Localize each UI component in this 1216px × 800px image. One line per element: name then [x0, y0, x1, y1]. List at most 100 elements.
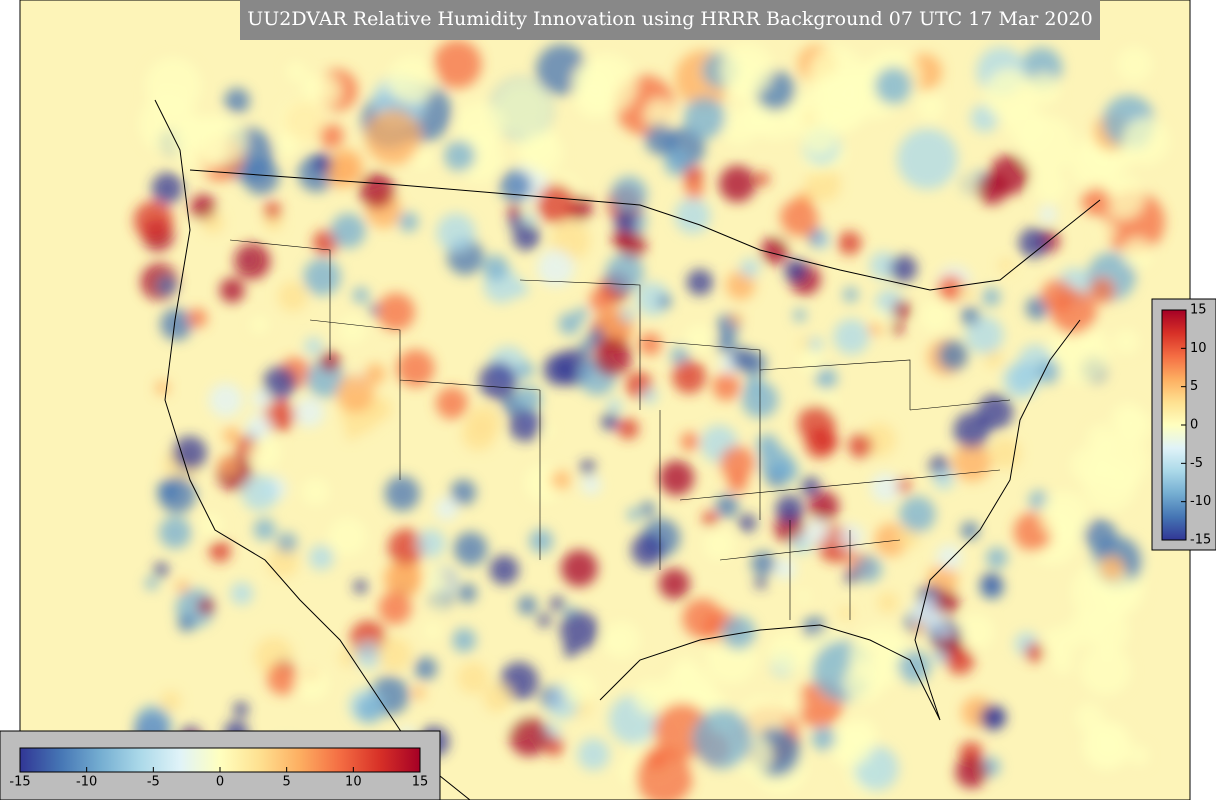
humidity-blob	[508, 408, 542, 442]
humidity-blob	[815, 367, 838, 390]
humidity-blob	[725, 270, 756, 300]
state-lines	[229, 239, 1011, 620]
humidity-blob	[285, 61, 307, 83]
humidity-blob	[177, 614, 195, 632]
humidity-blob	[674, 197, 711, 234]
humidity-blob	[619, 307, 635, 323]
humidity-blob	[251, 388, 272, 409]
humidity-blob	[219, 277, 245, 303]
humidity-blob	[435, 387, 469, 420]
humidity-blob	[897, 128, 958, 190]
coastline	[154, 99, 471, 800]
humidity-blob	[154, 562, 169, 577]
humidity-blob	[719, 43, 774, 97]
humidity-blob	[433, 597, 446, 610]
humidity-blob	[264, 201, 282, 220]
humidity-blob	[241, 474, 278, 511]
humidity-blob	[1088, 277, 1116, 304]
humidity-blob	[499, 169, 532, 202]
humidity-blob	[176, 580, 189, 593]
humidity-blob	[890, 255, 918, 283]
humidity-blob	[421, 568, 450, 596]
humidity-blob	[218, 454, 239, 475]
humidity-blob	[848, 433, 873, 459]
humidity-blob	[869, 251, 897, 279]
humidity-blob	[517, 595, 538, 616]
humidity-blob	[791, 534, 812, 555]
tick-label: 0	[216, 775, 224, 790]
humidity-blob	[837, 231, 862, 255]
humidity-blob	[738, 513, 757, 532]
humidity-blob	[319, 123, 344, 149]
humidity-blob	[779, 199, 818, 238]
humidity-blob	[577, 738, 610, 771]
humidity-blob	[233, 701, 249, 717]
humidity-blob	[965, 316, 1004, 355]
humidity-blob	[874, 67, 913, 105]
humidity-blob	[1018, 227, 1049, 259]
title-box	[240, 0, 1100, 40]
humidity-blob	[263, 366, 297, 400]
humidity-blob	[760, 236, 789, 265]
humidity-blob	[680, 432, 700, 451]
humidity-blob	[455, 101, 505, 151]
humidity-blob	[384, 475, 420, 512]
humidity-blob	[797, 589, 811, 603]
humidity-blob	[1002, 362, 1039, 399]
humidity-blob	[979, 575, 1004, 600]
humidity-blob	[610, 176, 648, 213]
humidity-blob	[387, 55, 437, 105]
humidity-blob	[953, 412, 990, 449]
humidity-blob	[797, 405, 836, 443]
humidity-blob	[844, 569, 859, 584]
humidity-blob	[756, 433, 779, 457]
humidity-blob	[365, 109, 421, 166]
tick-label: -10	[76, 775, 97, 790]
humidity-blob	[916, 93, 945, 121]
tick-label: -5	[147, 775, 160, 790]
humidity-blob	[1076, 329, 1097, 351]
humidity-blob	[721, 615, 756, 650]
humidity-blob	[768, 632, 808, 672]
humidity-blob	[805, 166, 841, 202]
humidity-blob	[1069, 141, 1117, 189]
humidity-blob	[641, 387, 658, 404]
humidity-blob	[1099, 555, 1125, 581]
humidity-blob	[529, 529, 554, 554]
humidity-blob	[517, 361, 535, 379]
humidity-blob	[612, 229, 632, 249]
humidity-blob	[817, 88, 863, 134]
humidity-blob	[1028, 73, 1061, 105]
humidity-blob	[936, 544, 963, 571]
humidity-blob	[482, 254, 509, 281]
humidity-blob	[715, 494, 739, 518]
humidity-blob	[663, 149, 691, 177]
humidity-blob	[804, 519, 830, 546]
humidity-blob	[812, 231, 830, 250]
tick-label: 15	[412, 775, 429, 790]
humidity-blob	[267, 546, 299, 578]
humidity-blob	[330, 213, 366, 249]
humidity-blob	[640, 501, 656, 517]
humidity-blob	[775, 494, 804, 524]
humidity-blob	[266, 662, 300, 695]
humidity-blob	[279, 98, 325, 144]
humidity-blob	[364, 363, 386, 385]
humidity-blob	[672, 359, 707, 394]
humidity-blob	[793, 308, 807, 322]
humidity-blob	[593, 337, 632, 377]
humidity-blob	[558, 312, 581, 336]
humidity-blob	[301, 74, 328, 101]
humidity-blob	[1081, 187, 1111, 217]
humidity-blob	[359, 172, 395, 209]
humidity-blob	[457, 583, 477, 603]
humidity-blob	[467, 405, 501, 439]
humidity-blob	[854, 555, 882, 583]
tick-label: 10	[1190, 341, 1207, 356]
humidity-blob	[829, 722, 874, 767]
humidity-blob	[808, 337, 823, 352]
humidity-blob	[208, 383, 243, 417]
humidity-blob	[588, 327, 605, 344]
tick-label: -5	[1190, 456, 1203, 471]
tick-label: 5	[283, 775, 291, 790]
